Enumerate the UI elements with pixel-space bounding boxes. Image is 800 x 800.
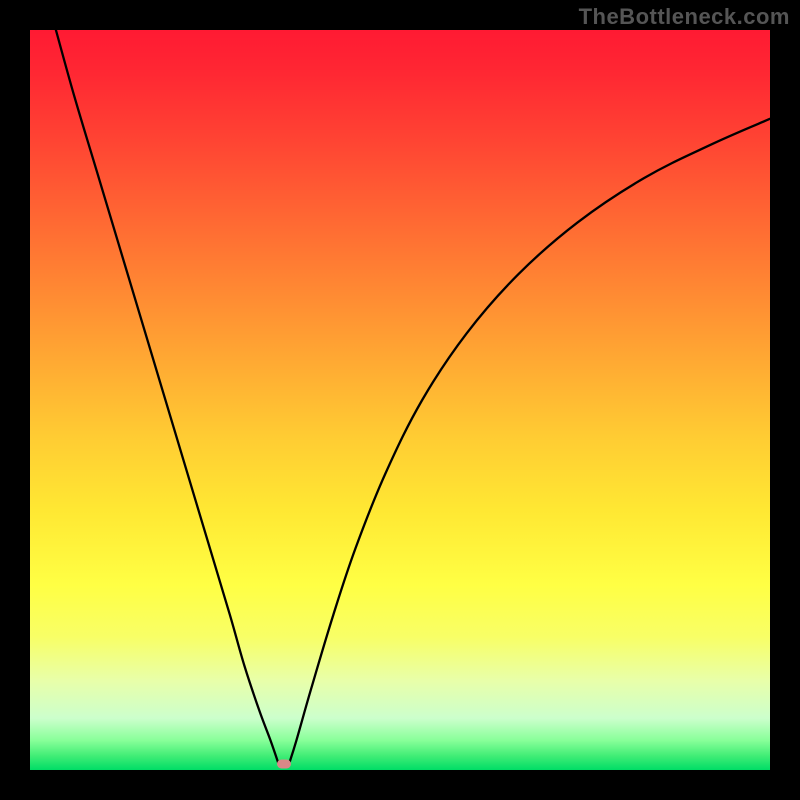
minimum-marker [277,760,291,769]
watermark-text: TheBottleneck.com [579,4,790,30]
gradient-background [30,30,770,770]
plot-area [30,30,770,770]
chart-container: TheBottleneck.com [0,0,800,800]
